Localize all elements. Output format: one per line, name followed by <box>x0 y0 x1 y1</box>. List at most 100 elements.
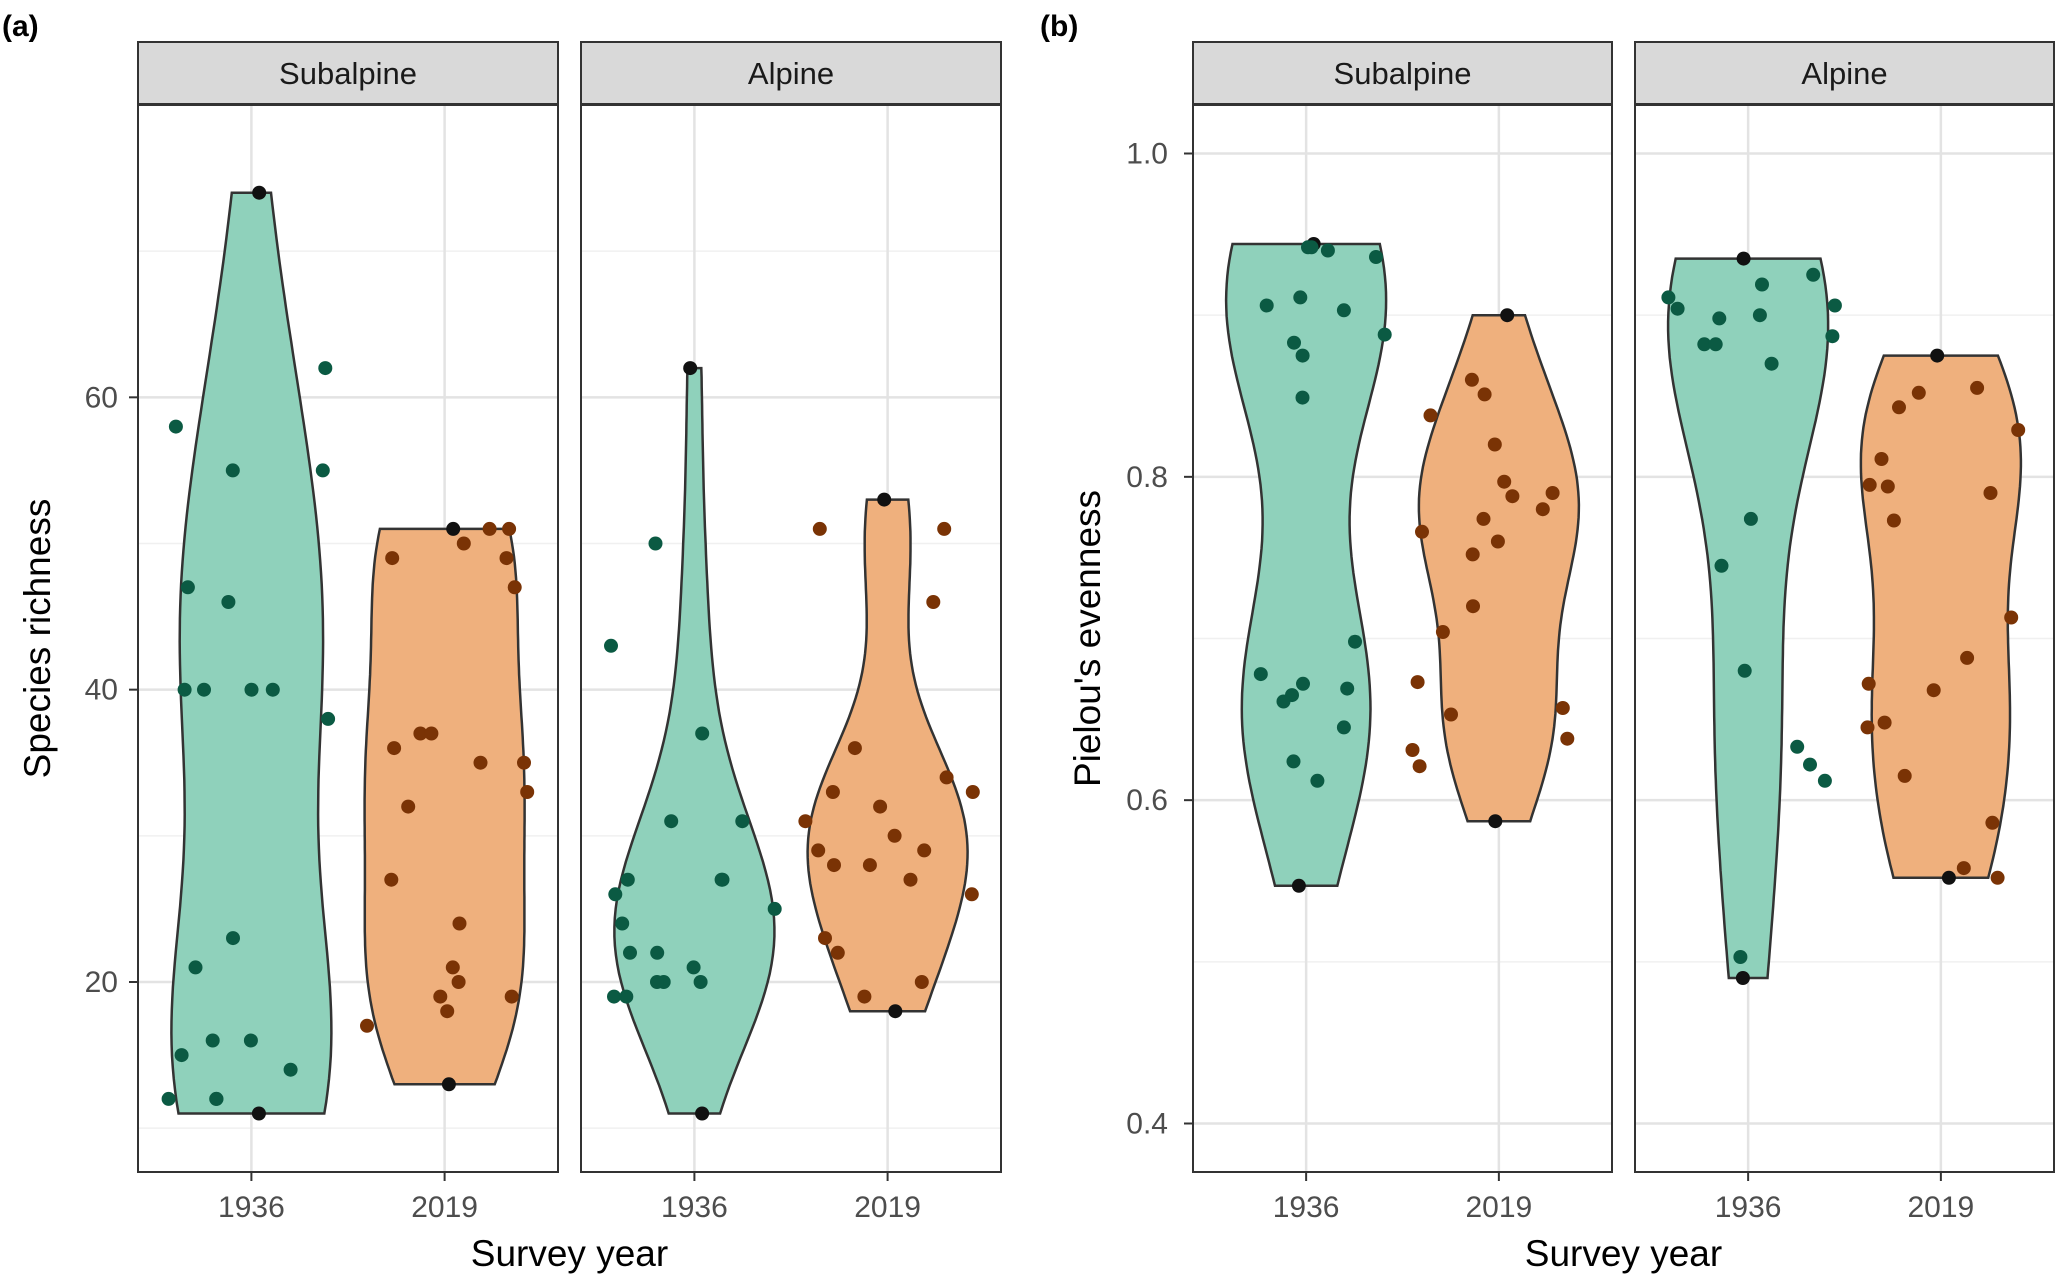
data-point <box>413 726 428 741</box>
x-tick-label: 2019 <box>411 1191 478 1224</box>
data-point <box>877 492 892 507</box>
data-point <box>385 551 400 566</box>
data-point <box>650 945 665 960</box>
data-point <box>1276 694 1291 709</box>
data-point <box>452 916 467 931</box>
data-point <box>1970 380 1985 395</box>
data-point <box>714 872 729 887</box>
data-point <box>283 1062 298 1077</box>
data-point <box>1990 870 2005 885</box>
data-point <box>482 521 497 536</box>
data-point <box>937 521 952 536</box>
data-point <box>1293 290 1308 305</box>
data-point <box>1287 335 1301 350</box>
data-point <box>903 872 918 887</box>
data-point <box>1497 474 1512 489</box>
data-point <box>315 463 330 478</box>
data-point <box>209 1091 224 1106</box>
data-point <box>873 799 888 814</box>
data-point <box>695 726 710 741</box>
data-point <box>1487 437 1502 452</box>
violin-subalpine-2019 <box>363 527 526 1086</box>
data-point <box>433 989 448 1004</box>
data-point <box>1490 534 1505 549</box>
data-point <box>1410 675 1425 690</box>
data-point <box>1405 743 1420 757</box>
data-point <box>798 814 813 829</box>
data-point <box>1985 815 2000 830</box>
data-point <box>1336 720 1351 735</box>
data-point <box>615 916 630 931</box>
data-point <box>1253 667 1268 682</box>
y-tick-label: 60 <box>85 381 118 414</box>
data-point <box>857 989 872 1004</box>
data-point <box>1444 707 1458 722</box>
data-point <box>914 975 929 989</box>
data-point <box>456 536 471 551</box>
data-point <box>620 872 635 887</box>
x-tick-label: 2019 <box>1465 1191 1532 1224</box>
data-point <box>1697 337 1712 352</box>
facet-strip <box>580 41 1002 105</box>
x-tick-label: 1936 <box>1273 1191 1340 1224</box>
data-point <box>243 1033 258 1048</box>
data-point <box>177 682 192 697</box>
data-point <box>664 814 679 829</box>
data-point <box>1790 739 1805 754</box>
violin-subalpine-1936 <box>170 191 333 1115</box>
data-point <box>168 419 183 434</box>
data-point <box>318 361 333 376</box>
data-point <box>1737 663 1752 678</box>
data-point <box>1806 267 1821 282</box>
data-point <box>174 1048 189 1063</box>
data-point <box>939 770 954 785</box>
data-point <box>1320 243 1335 258</box>
panel-tag-1: (b) <box>1040 10 1078 43</box>
data-point <box>818 931 832 946</box>
data-point <box>1661 290 1676 305</box>
data-point <box>1886 513 1901 528</box>
data-point <box>1926 683 1941 698</box>
data-point <box>862 858 877 873</box>
data-point <box>440 1004 455 1019</box>
data-point <box>693 975 708 989</box>
y-tick-label: 1.0 <box>1126 138 1168 171</box>
x-tick-label: 1936 <box>661 1191 728 1224</box>
data-point <box>965 785 980 799</box>
data-point <box>1465 547 1480 562</box>
data-point <box>1560 731 1575 746</box>
data-point <box>812 521 827 536</box>
data-point <box>1877 715 1892 730</box>
data-point <box>650 975 664 989</box>
data-point <box>686 960 701 975</box>
facet-strip-label: Subalpine <box>1334 56 1472 91</box>
x-axis-title: Survey year <box>1525 1233 1722 1274</box>
data-point <box>1960 650 1975 665</box>
facet-strip-label: Alpine <box>1801 56 1887 91</box>
data-point <box>608 887 623 902</box>
data-point <box>473 755 488 770</box>
data-point <box>360 1018 374 1033</box>
facet-strip <box>137 41 559 105</box>
data-point <box>847 741 862 756</box>
data-point <box>1735 971 1750 985</box>
data-point <box>604 638 618 653</box>
data-point <box>1545 486 1560 500</box>
data-point <box>226 931 240 946</box>
data-point <box>735 814 750 829</box>
data-point <box>1291 878 1306 893</box>
data-point <box>2004 610 2019 625</box>
data-point <box>180 580 195 595</box>
data-point <box>887 828 902 843</box>
facet-strip <box>1192 41 1613 105</box>
data-point <box>827 858 841 873</box>
y-tick-label: 20 <box>85 966 118 999</box>
data-point <box>623 945 637 960</box>
data-point <box>1488 814 1503 829</box>
data-point <box>888 1004 903 1019</box>
data-point <box>221 595 236 609</box>
data-point <box>1348 634 1362 649</box>
data-point <box>1860 720 1875 735</box>
data-point <box>1892 400 1906 415</box>
data-point <box>1733 950 1748 964</box>
